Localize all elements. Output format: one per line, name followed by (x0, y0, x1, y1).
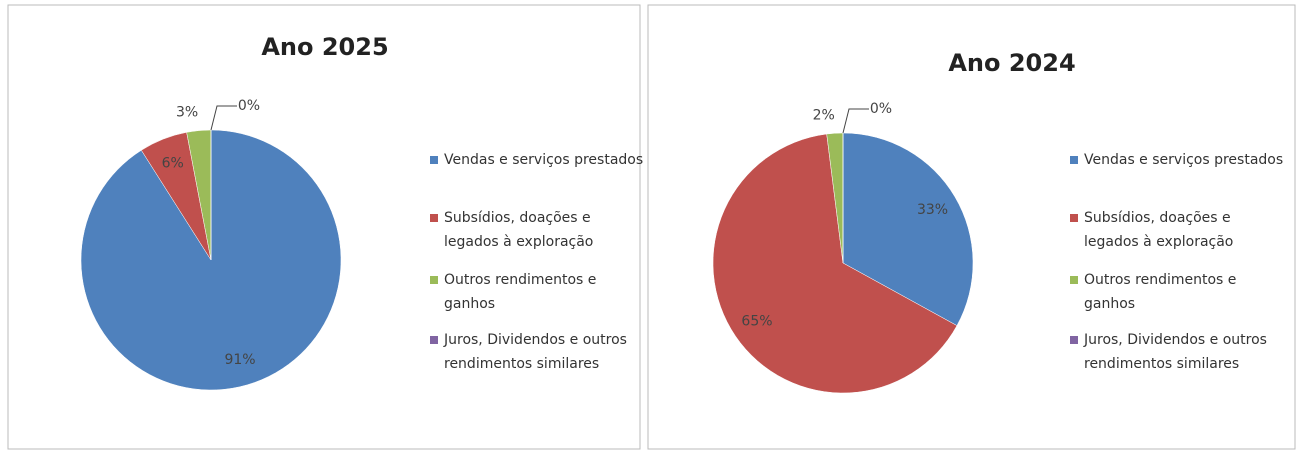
legend-swatch (430, 214, 438, 222)
chart-title: Ano 2025 (261, 33, 388, 61)
legend-swatch (430, 276, 438, 284)
legend-label: Outros rendimentos e ganhos (444, 272, 597, 312)
data-label: 91% (224, 352, 255, 368)
pie-slice (842, 132, 974, 326)
legend-label: Outros rendimentos e ganhos (1084, 272, 1237, 312)
legend-label: Subsídios, doações e legados à exploraçã… (444, 210, 594, 250)
legend-swatch (1070, 156, 1078, 164)
legend-label: Vendas e serviços prestados (1084, 152, 1284, 168)
legend-item: Outros rendimentos e ganhos (1070, 268, 1284, 316)
data-label: 65% (741, 313, 772, 329)
data-label: 0% (238, 98, 260, 114)
data-label: 33% (917, 202, 948, 218)
legend-item: Outros rendimentos e ganhos (430, 268, 644, 316)
legend-item: Juros, Dividendos e outros rendimentos s… (1070, 328, 1284, 376)
pie-slice (80, 129, 342, 391)
legend-swatch (1070, 336, 1078, 344)
chart-title: Ano 2024 (948, 49, 1075, 77)
legend-label: Vendas e serviços prestados (444, 152, 644, 168)
legend-item: Subsídios, doações e legados à exploraçã… (1070, 206, 1284, 254)
legend-item: Subsídios, doações e legados à exploraçã… (430, 206, 644, 254)
legend-item: Juros, Dividendos e outros rendimentos s… (430, 328, 644, 376)
leader-line (210, 105, 237, 131)
legend-label: Subsídios, doações e legados à exploraçã… (1084, 210, 1234, 250)
legend-label: Juros, Dividendos e outros rendimentos s… (444, 332, 627, 372)
legend-swatch (1070, 276, 1078, 284)
legend-swatch (430, 336, 438, 344)
legend-item: Vendas e serviços prestados (430, 148, 644, 172)
legend-swatch (1070, 214, 1078, 222)
data-label: 6% (162, 155, 184, 171)
pie-slice (712, 133, 958, 394)
legend-swatch (430, 156, 438, 164)
legend-label: Juros, Dividendos e outros rendimentos s… (1084, 332, 1267, 372)
legend-item: Vendas e serviços prestados (1070, 148, 1284, 172)
leader-line (842, 108, 869, 134)
data-label: 0% (870, 101, 892, 117)
data-label: 3% (176, 105, 198, 121)
data-label: 2% (813, 107, 835, 123)
